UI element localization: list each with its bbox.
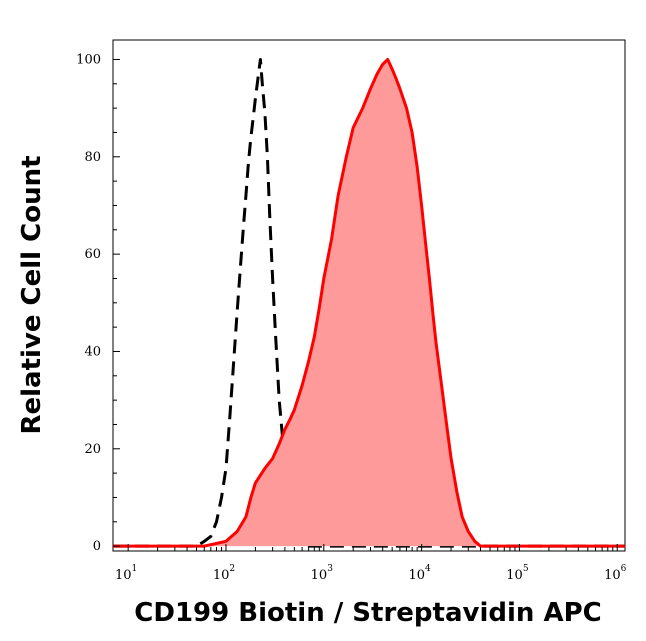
plot-frame: [112, 39, 626, 552]
x-axis: 101 102 103 104 105 106: [115, 544, 627, 583]
y-tick-label: 80: [84, 150, 101, 165]
y-axis-title: Relative Cell Count: [17, 155, 47, 434]
x-tick-label: 104: [408, 564, 431, 583]
y-tick-label: 0: [93, 539, 101, 554]
x-tick-label: 102: [213, 564, 235, 583]
y-tick-label: 100: [76, 52, 101, 67]
x-tick-label: 106: [604, 564, 627, 583]
y-axis: 0 20 40 60 80 100: [76, 52, 120, 554]
x-tick-label: 103: [311, 564, 334, 583]
x-axis-title: CD199 Biotin / Streptavidin APC: [134, 598, 601, 628]
y-tick-label: 20: [84, 442, 101, 457]
x-tick-label: 101: [115, 564, 137, 583]
series-layer: [113, 58, 625, 548]
series-1-line: [113, 58, 625, 548]
series-1-area: [113, 59, 625, 547]
x-tick-label: 105: [506, 564, 529, 583]
y-tick-label: 60: [84, 247, 101, 262]
y-tick-label: 40: [84, 344, 101, 359]
